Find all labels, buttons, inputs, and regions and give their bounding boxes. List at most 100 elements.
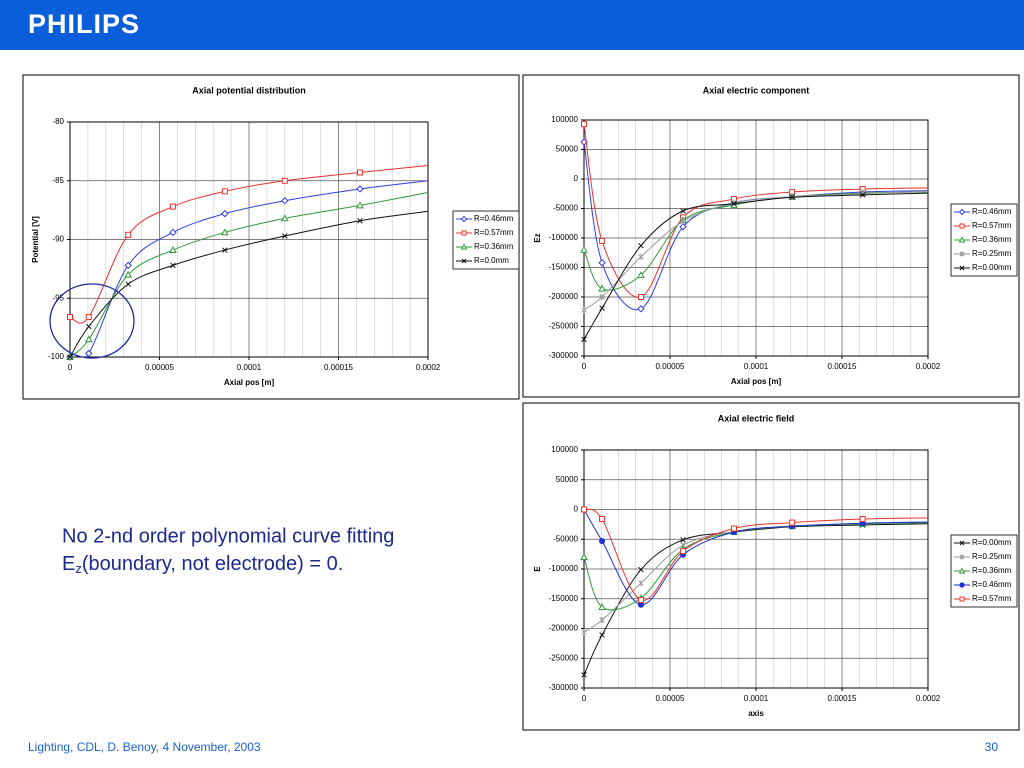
legend-label: R=0.46mm (474, 214, 514, 223)
text: (boundary, not electrode) = 0. (82, 553, 343, 575)
series-line (584, 192, 928, 340)
y-tick-label: -200000 (549, 292, 579, 301)
marker (221, 188, 228, 195)
marker (599, 237, 606, 244)
marker (680, 537, 686, 543)
plot-area (583, 119, 929, 357)
marker (958, 567, 966, 574)
x-tick-label: 0.0002 (916, 694, 941, 703)
marker (460, 215, 468, 223)
plot-area (69, 121, 429, 358)
x-tick-label: 0.0001 (744, 694, 769, 703)
y-tick-label: -150000 (549, 594, 579, 603)
x-axis-label: Axial pos [m] (731, 377, 782, 386)
marker (220, 228, 229, 236)
marker (282, 233, 288, 239)
y-tick-label: -200000 (549, 624, 579, 633)
x-axis-label: axis (748, 709, 764, 718)
y-axis-label: Ez (533, 233, 542, 242)
chart-frame (22, 74, 520, 400)
chart-frame (522, 402, 1020, 731)
y-tick-label: 0 (574, 505, 579, 514)
marker (598, 603, 606, 610)
y-tick-label: 50000 (556, 145, 579, 154)
marker (599, 516, 606, 523)
marker (638, 253, 644, 260)
marker (958, 208, 966, 216)
y-tick-label: -250000 (549, 653, 579, 662)
y-tick-label: -85 (52, 176, 64, 185)
marker (637, 271, 645, 279)
x-tick-label: 0.00015 (324, 363, 353, 372)
x-tick-label: 0.00015 (828, 694, 857, 703)
marker (637, 596, 644, 603)
legend-label: R=0.57mm (972, 221, 1012, 230)
marker (959, 251, 965, 257)
marker (959, 554, 965, 560)
marker (125, 281, 131, 287)
legend-label: R=0.36mm (474, 242, 514, 251)
marker (581, 306, 587, 313)
charts: Axial potential distribution Axial pos [m… (22, 74, 1020, 731)
header-bar (0, 0, 1024, 50)
y-tick-label: -100000 (549, 233, 579, 242)
symbol: E (62, 553, 75, 575)
y-tick-label: -250000 (549, 322, 579, 331)
marker (680, 218, 686, 225)
marker (599, 632, 605, 638)
x-tick-label: 0 (582, 362, 587, 371)
y-tick-label: -80 (52, 117, 64, 126)
marker (598, 259, 606, 267)
marker (859, 192, 866, 198)
marker (599, 305, 605, 311)
x-tick-label: 0.00005 (656, 694, 685, 703)
marker (730, 525, 737, 532)
x-tick-label: 0.00005 (656, 362, 685, 371)
x-axis-label: Axial pos [m] (224, 378, 275, 387)
page-number: 30 (985, 740, 999, 754)
legend-label: R=0.57mm (474, 228, 514, 237)
marker (637, 305, 645, 313)
x-tick-label: 0.0002 (416, 363, 441, 372)
marker (959, 596, 965, 602)
plot-area (583, 449, 929, 689)
marker (599, 617, 605, 624)
marker (680, 548, 687, 555)
marker (170, 262, 176, 269)
marker (638, 580, 644, 587)
marker (460, 243, 468, 250)
marker (789, 519, 796, 526)
marker (599, 294, 605, 300)
marker (86, 323, 92, 330)
x-tick-label: 0.0001 (237, 363, 262, 372)
marker (599, 537, 606, 545)
legend-label: R=0.46mm (972, 580, 1012, 589)
x-tick-label: 0 (582, 694, 587, 703)
series-line (584, 508, 928, 601)
y-axis-label: E (533, 566, 542, 572)
y-tick-label: 0 (574, 174, 579, 183)
y-tick-label: -300000 (549, 351, 579, 360)
marker (581, 506, 587, 513)
y-tick-label: -90 (52, 235, 64, 244)
marker (357, 217, 363, 224)
marker (461, 230, 467, 236)
highlight-circle (49, 283, 135, 359)
chart-title: Axial electric component (703, 85, 810, 95)
legend-label: R=0.36mm (972, 235, 1012, 244)
marker (581, 121, 587, 128)
marker (169, 203, 176, 210)
marker (281, 177, 288, 184)
marker (680, 208, 686, 214)
marker (598, 284, 606, 292)
x-tick-label: 0 (68, 363, 73, 372)
y-tick-label: 100000 (551, 115, 578, 124)
chart: Axial potential distribution Axial pos [m… (22, 74, 520, 400)
y-tick-label: -50000 (553, 534, 578, 543)
marker (356, 185, 364, 193)
marker (638, 242, 644, 249)
marker (84, 335, 93, 343)
marker (581, 629, 587, 636)
marker (581, 672, 587, 678)
